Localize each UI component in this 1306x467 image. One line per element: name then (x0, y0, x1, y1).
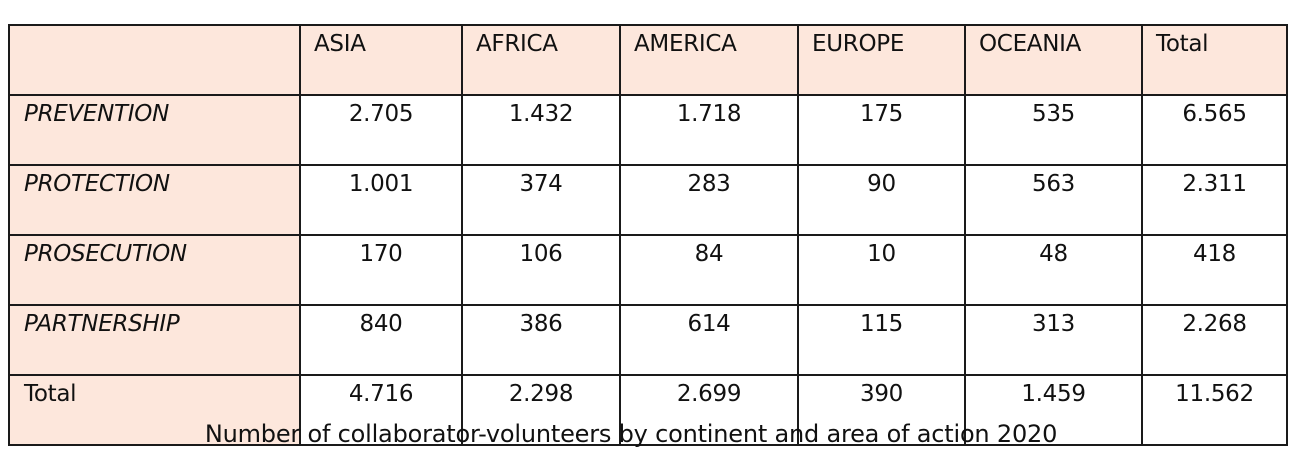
table-row: PROSECUTION 170 106 84 10 48 418 (8, 234, 1288, 306)
table-cell: 1.001 (299, 164, 463, 236)
table-row: PREVENTION 2.705 1.432 1.718 175 535 6.5… (8, 94, 1288, 166)
column-header: AFRICA (461, 24, 621, 96)
table-cell: 283 (619, 164, 799, 236)
column-header: Total (1141, 24, 1288, 96)
table-cell: 90 (797, 164, 966, 236)
table-cell: 115 (797, 304, 966, 376)
table-row: PARTNERSHIP 840 386 614 115 313 2.268 (8, 304, 1288, 376)
row-header: PROTECTION (8, 164, 301, 236)
row-header: PROSECUTION (8, 234, 301, 306)
row-header: PARTNERSHIP (8, 304, 301, 376)
table-cell: 4.716 (299, 374, 463, 446)
table-cell: 2.699 (619, 374, 799, 446)
table-cell: 10 (797, 234, 966, 306)
table-cell: 535 (964, 94, 1143, 166)
table-cell: 418 (1141, 234, 1288, 306)
table-caption: Number of collaborator-volunteers by con… (204, 420, 1058, 448)
table-cell: 614 (619, 304, 799, 376)
column-header: ASIA (299, 24, 463, 96)
table-cell: 84 (619, 234, 799, 306)
data-table: ASIA AFRICA AMERICA EUROPE OCEANIA Total… (8, 24, 1288, 446)
table-cell: 6.565 (1141, 94, 1288, 166)
table-cell: 170 (299, 234, 463, 306)
column-header: AMERICA (619, 24, 799, 96)
table-cell: 390 (797, 374, 966, 446)
table-cell: 11.562 (1141, 374, 1288, 446)
table-cell: 313 (964, 304, 1143, 376)
table-cell: 1.459 (964, 374, 1143, 446)
table-cell: 175 (797, 94, 966, 166)
row-header: PREVENTION (8, 94, 301, 166)
table-row: PROTECTION 1.001 374 283 90 563 2.311 (8, 164, 1288, 236)
table-cell: 2.298 (461, 374, 621, 446)
table-cell: 2.705 (299, 94, 463, 166)
table-cell: 1.432 (461, 94, 621, 166)
table-cell: 840 (299, 304, 463, 376)
row-header: Total (8, 374, 301, 446)
total-row: Total 4.716 2.298 2.699 390 1.459 11.562 (8, 374, 1288, 446)
corner-cell (8, 24, 301, 96)
table-cell: 2.268 (1141, 304, 1288, 376)
header-row: ASIA AFRICA AMERICA EUROPE OCEANIA Total (8, 24, 1288, 96)
table-cell: 374 (461, 164, 621, 236)
table-cell: 386 (461, 304, 621, 376)
table-cell: 563 (964, 164, 1143, 236)
table-cell: 48 (964, 234, 1143, 306)
table-cell: 106 (461, 234, 621, 306)
column-header: OCEANIA (964, 24, 1143, 96)
column-header: EUROPE (797, 24, 966, 96)
table-cell: 2.311 (1141, 164, 1288, 236)
table-cell: 1.718 (619, 94, 799, 166)
